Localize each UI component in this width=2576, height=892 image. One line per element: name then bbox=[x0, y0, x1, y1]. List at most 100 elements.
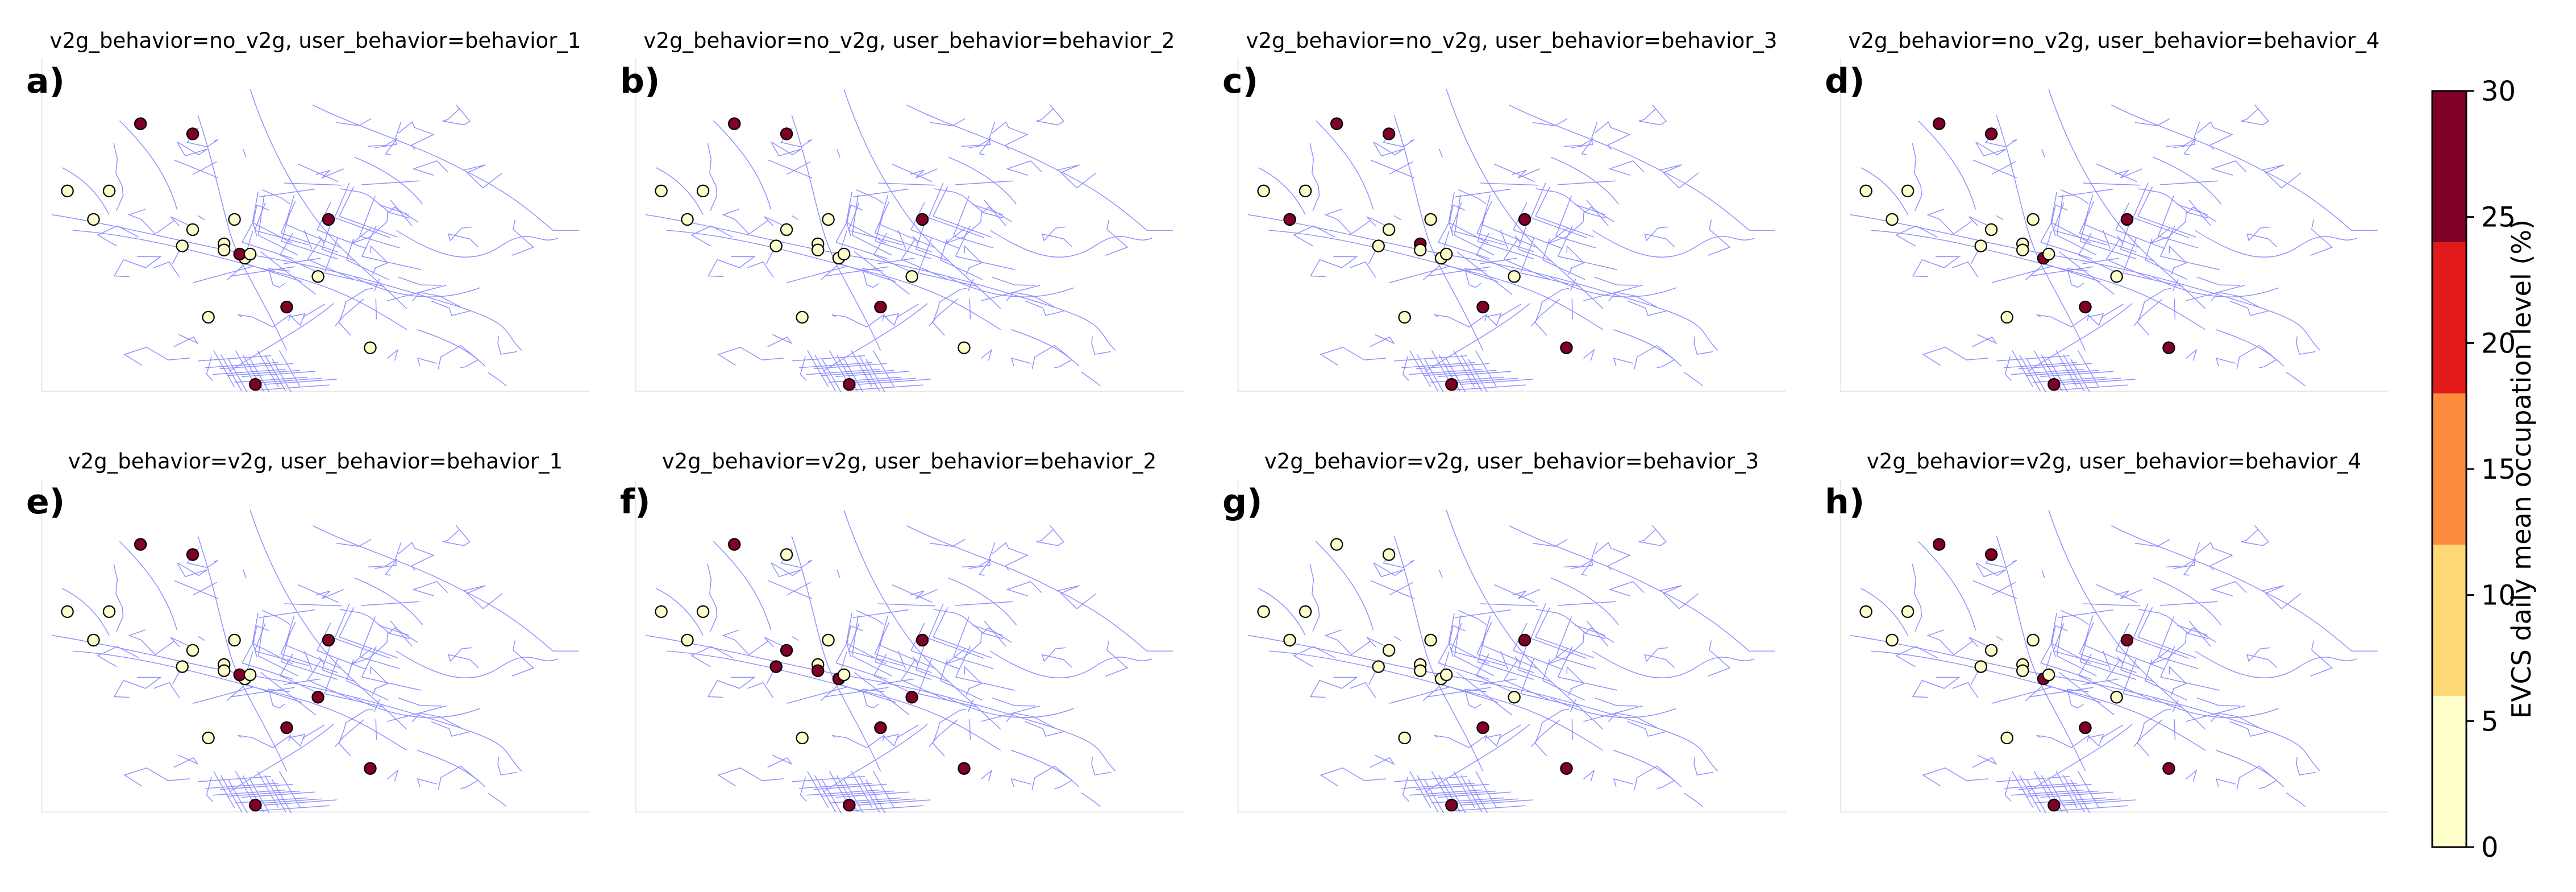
charging-station-low bbox=[218, 243, 231, 256]
charging-station-high bbox=[1518, 633, 1532, 647]
charging-station-low bbox=[1984, 644, 1998, 657]
charging-station-low bbox=[243, 668, 257, 682]
charging-station-low bbox=[202, 731, 215, 745]
charging-station-low bbox=[87, 213, 100, 226]
charging-station-low bbox=[2026, 213, 2040, 226]
charging-station-high bbox=[728, 538, 741, 551]
charging-station-high bbox=[280, 721, 293, 735]
charging-station-high bbox=[364, 762, 377, 775]
street-network bbox=[1247, 509, 1775, 813]
charging-station-low bbox=[1257, 605, 1270, 619]
map-canvas bbox=[41, 479, 590, 813]
colorbar-bin bbox=[2432, 393, 2466, 545]
map-panel: v2g_behavior=no_v2g, user_behavior=behav… bbox=[1816, 28, 2412, 392]
charging-station-low bbox=[1859, 605, 1872, 619]
map-canvas bbox=[635, 58, 1184, 392]
panel-title: v2g_behavior=no_v2g, user_behavior=behav… bbox=[643, 28, 1175, 53]
charging-station-low bbox=[769, 239, 783, 252]
colorbar: 0 5 10 15 20 25 30 bbox=[2431, 76, 2516, 864]
charging-station-low bbox=[655, 605, 668, 619]
charging-station-high bbox=[728, 117, 741, 130]
street-network bbox=[645, 89, 1173, 392]
charging-station-low bbox=[1398, 731, 1411, 745]
charging-station-low bbox=[2016, 243, 2029, 256]
charging-station-low bbox=[2000, 731, 2013, 745]
charging-station-low bbox=[202, 310, 215, 324]
charging-station-low bbox=[780, 223, 793, 237]
charging-station-low bbox=[1859, 184, 1872, 198]
panel-title: v2g_behavior=v2g, user_behavior=behavior… bbox=[661, 449, 1157, 474]
charging-station-low bbox=[87, 633, 100, 647]
charging-station-low bbox=[696, 605, 710, 619]
charging-station-low bbox=[2110, 270, 2123, 283]
street-network bbox=[645, 509, 1173, 813]
charging-station-high bbox=[769, 660, 783, 673]
charging-station-high bbox=[843, 799, 856, 812]
map-area bbox=[17, 58, 614, 392]
map-panel: v2g_behavior=no_v2g, user_behavior=behav… bbox=[611, 28, 1208, 392]
colorbar-tick-label: 15 bbox=[2481, 454, 2516, 486]
charging-station-low bbox=[655, 184, 668, 198]
charging-station-high bbox=[322, 213, 335, 226]
map-area bbox=[1213, 58, 1810, 392]
colorbar-bin bbox=[2432, 91, 2466, 242]
charging-station-low bbox=[61, 605, 74, 619]
charging-station-high bbox=[2048, 378, 2061, 391]
charging-station-high bbox=[780, 644, 793, 657]
charging-station-low bbox=[2000, 310, 2013, 324]
charging-station-high bbox=[905, 691, 918, 704]
charging-station-high bbox=[915, 213, 929, 226]
charging-station-low bbox=[1372, 660, 1385, 673]
charging-station-high bbox=[249, 378, 262, 391]
charging-station-high bbox=[311, 691, 324, 704]
map-canvas bbox=[1237, 479, 1786, 813]
charging-station-low bbox=[822, 213, 835, 226]
charging-station-high bbox=[843, 378, 856, 391]
map-canvas bbox=[1237, 58, 1786, 392]
colorbar-bin bbox=[2432, 242, 2466, 393]
colorbar-tick-label: 20 bbox=[2481, 327, 2516, 359]
street-network bbox=[51, 509, 579, 813]
charging-station-low bbox=[681, 633, 694, 647]
charging-station-low bbox=[1299, 605, 1312, 619]
charging-station-low bbox=[796, 310, 809, 324]
map-canvas bbox=[1840, 58, 2388, 392]
charging-station-high bbox=[2079, 721, 2092, 735]
map-panel: v2g_behavior=v2g, user_behavior=behavior… bbox=[17, 449, 614, 813]
colorbar-bin bbox=[2432, 696, 2466, 847]
charging-station-low bbox=[228, 213, 241, 226]
panel-title: v2g_behavior=no_v2g, user_behavior=behav… bbox=[1848, 28, 2380, 53]
map-panel: v2g_behavior=v2g, user_behavior=behavior… bbox=[611, 449, 1208, 813]
charging-station-high bbox=[2162, 762, 2175, 775]
map-panel: v2g_behavior=no_v2g, user_behavior=behav… bbox=[17, 28, 614, 392]
charging-station-low bbox=[1974, 660, 1987, 673]
charging-station-low bbox=[1414, 664, 1427, 677]
panel-letter: h) bbox=[1825, 482, 1865, 522]
charging-station-high bbox=[1518, 213, 1532, 226]
panel-letter: e) bbox=[26, 482, 65, 522]
charging-station-low bbox=[1414, 243, 1427, 256]
charging-station-low bbox=[1901, 605, 1915, 619]
charging-station-low bbox=[796, 731, 809, 745]
charging-station-low bbox=[1984, 223, 1998, 237]
charging-station-low bbox=[1974, 239, 1987, 252]
panel-letter: f) bbox=[620, 482, 651, 522]
map-panel: v2g_behavior=v2g, user_behavior=behavior… bbox=[1213, 449, 1810, 813]
charging-station-low bbox=[2042, 247, 2055, 261]
charging-station-high bbox=[1933, 538, 1946, 551]
colorbar-tick-label: 0 bbox=[2481, 832, 2499, 864]
street-network bbox=[1247, 89, 1775, 392]
panel-title: v2g_behavior=no_v2g, user_behavior=behav… bbox=[1246, 28, 1778, 53]
colorbar-tick-label: 25 bbox=[2481, 202, 2516, 234]
map-area bbox=[611, 479, 1208, 813]
charging-station-low bbox=[1299, 184, 1312, 198]
charging-station-low bbox=[186, 644, 199, 657]
map-area bbox=[1816, 58, 2412, 392]
charging-station-low bbox=[905, 270, 918, 283]
charging-station-low bbox=[1283, 633, 1296, 647]
colorbar-tick-label: 30 bbox=[2481, 76, 2516, 107]
street-network bbox=[1850, 509, 2378, 813]
charging-station-high bbox=[2048, 799, 2061, 812]
charging-station-high bbox=[1984, 127, 1998, 140]
map-area bbox=[17, 479, 614, 813]
